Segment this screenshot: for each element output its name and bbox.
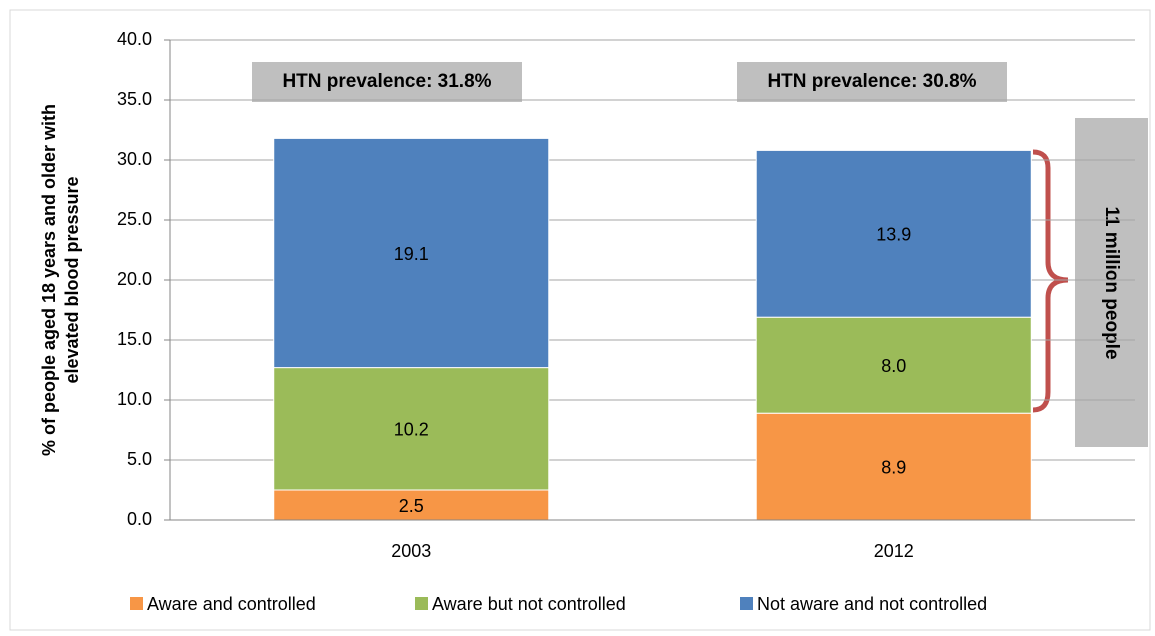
annotation-box <box>1075 118 1148 447</box>
bar-segment <box>273 489 550 521</box>
data-label: 19.1 <box>394 244 429 264</box>
bar-segment <box>273 367 550 491</box>
y-tick-label: 30.0 <box>117 149 152 169</box>
y-tick-label: 35.0 <box>117 89 152 109</box>
y-tick-label: 15.0 <box>117 329 152 349</box>
data-label: 10.2 <box>394 420 429 440</box>
data-label: 8.9 <box>881 457 906 477</box>
y-tick-label: 0.0 <box>127 509 152 529</box>
data-label: 13.9 <box>876 225 911 245</box>
x-tick-label: 2012 <box>874 541 914 561</box>
y-tick-label: 10.0 <box>117 389 152 409</box>
data-label: 8.0 <box>881 356 906 376</box>
y-axis-title: elevated blood pressure <box>62 176 82 383</box>
y-tick-label: 40.0 <box>117 29 152 49</box>
legend-swatch <box>740 597 753 610</box>
annotation: HTN prevalence: 30.8% <box>767 71 976 92</box>
y-tick-label: 5.0 <box>127 449 152 469</box>
x-tick-label: 2003 <box>391 541 431 561</box>
legend-label: Aware but not controlled <box>432 594 626 614</box>
data-label: 2.5 <box>399 496 424 516</box>
bar-segment <box>273 137 550 369</box>
legend-swatch <box>415 597 428 610</box>
y-tick-label: 25.0 <box>117 209 152 229</box>
legend-swatch <box>130 597 143 610</box>
bar-segment <box>755 316 1032 414</box>
annotation-box <box>252 62 522 102</box>
y-tick-label: 20.0 <box>117 269 152 289</box>
bar-segment <box>755 149 1032 318</box>
legend-label: Aware and controlled <box>147 594 316 614</box>
annotation: HTN prevalence: 31.8% <box>282 71 491 92</box>
y-axis-title: % of people aged 18 years and older with <box>39 104 59 456</box>
annotation-box <box>737 62 1007 102</box>
annotation: 11 million people <box>1101 206 1122 359</box>
legend-label: Not aware and not controlled <box>757 594 987 614</box>
